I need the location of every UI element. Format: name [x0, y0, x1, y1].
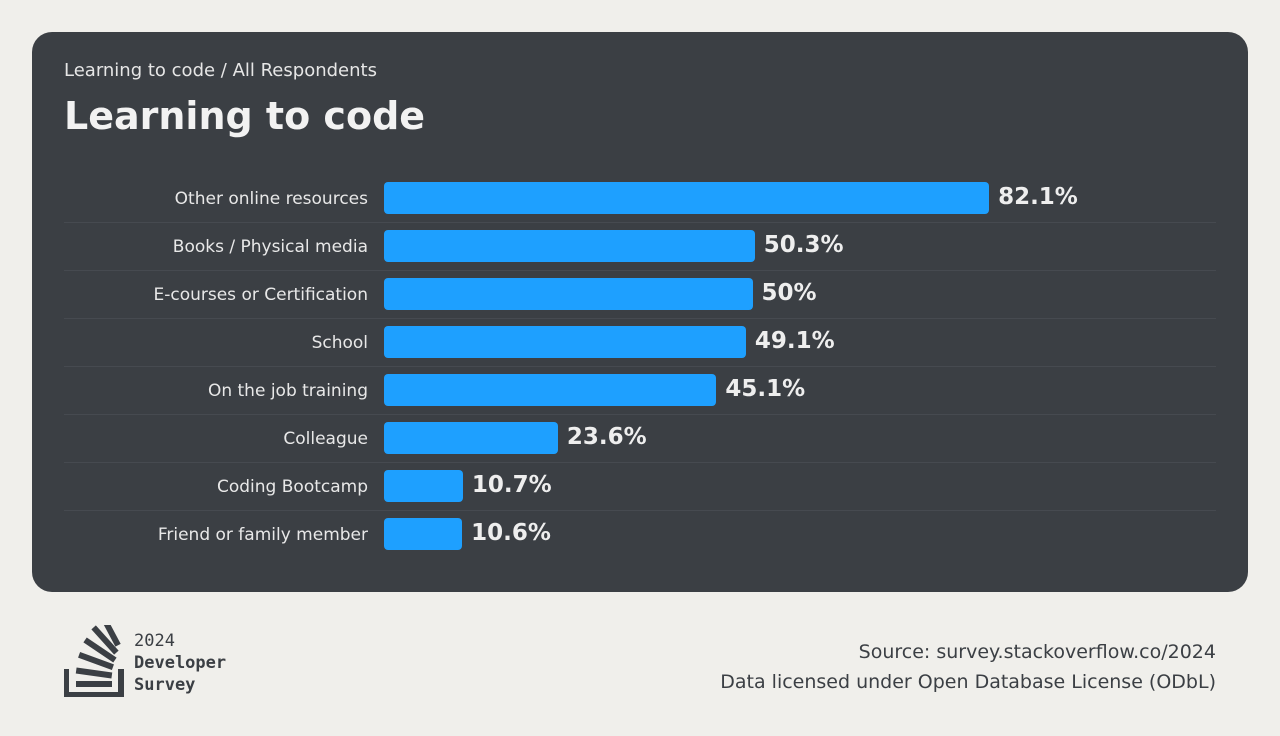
category-label: School: [311, 333, 368, 353]
bar: [384, 326, 746, 358]
value-label: 50.3%: [763, 232, 844, 258]
value-label: 49.1%: [754, 328, 835, 354]
bar-row: Coding Bootcamp 10.7%: [64, 463, 1216, 511]
value-label: 10.7%: [471, 472, 552, 498]
page-title: Learning to code: [64, 94, 426, 138]
bar-row: Books / Physical media 50.3%: [64, 223, 1216, 271]
bar: [384, 422, 558, 454]
bar: [384, 182, 990, 214]
survey-logo-text: 2024 Developer Survey: [134, 630, 226, 696]
breadcrumb: Learning to code / All Respondents: [64, 60, 377, 81]
bar-row: School 49.1%: [64, 319, 1216, 367]
logo-year: 2024: [134, 631, 175, 651]
category-label: On the job training: [207, 381, 368, 401]
bar: [384, 518, 463, 550]
bar-row: E-courses or Certification 50%: [64, 271, 1216, 319]
bar-row: Colleague 23.6%: [64, 415, 1216, 463]
source-link[interactable]: Source: survey.stackoverflow.co/2024: [858, 641, 1216, 663]
category-label: Other online resources: [174, 189, 368, 209]
category-label: Friend or family member: [157, 525, 368, 545]
value-label: 23.6%: [566, 424, 647, 450]
logo-line2: Survey: [134, 675, 196, 695]
bar-row: Friend or family member 10.6%: [64, 511, 1216, 559]
value-label: 82.1%: [998, 184, 1078, 210]
bar: [384, 374, 717, 406]
value-label: 10.6%: [471, 520, 551, 546]
category-label: E-courses or Certification: [153, 285, 368, 305]
category-label: Colleague: [283, 429, 368, 449]
bar: [384, 278, 753, 310]
bar: [384, 470, 463, 502]
category-label: Books / Physical media: [172, 237, 368, 257]
value-label: 45.1%: [725, 376, 806, 402]
bar: [384, 230, 755, 262]
chart-card: Learning to code / All Respondents Learn…: [32, 32, 1248, 592]
license-text: Data licensed under Open Database Licens…: [720, 671, 1216, 693]
bar-row: Other online resources 82.1%: [64, 175, 1216, 223]
value-label: 50%: [761, 280, 817, 306]
bar-row: On the job training 45.1%: [64, 367, 1216, 415]
stack-overflow-logo-icon: [64, 625, 124, 697]
bar-chart: Other online resources 82.1% Books / Physi…: [64, 175, 1216, 559]
logo-line1: Developer: [134, 653, 227, 673]
footer-source: Source: survey.stackoverflow.co/2024 Dat…: [720, 637, 1216, 697]
category-label: Coding Bootcamp: [217, 477, 368, 497]
